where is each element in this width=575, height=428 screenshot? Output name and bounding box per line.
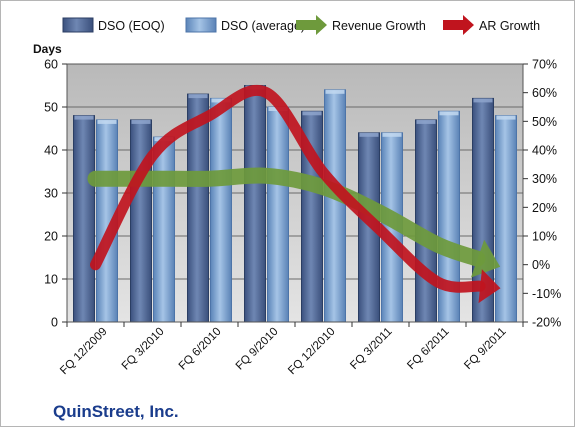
bar-dso-average-top (382, 132, 402, 137)
bar-dso-eoq-top (473, 98, 493, 103)
x-tick-label: FQ 12/2010 (286, 326, 337, 377)
legend-arrow-revenue-growth (296, 15, 327, 35)
ar-growth-arrowhead (478, 269, 501, 304)
bar-dso-eoq-top (302, 111, 322, 116)
legend-arrow-ar-growth (443, 15, 474, 35)
x-tick-label: FQ 3/2011 (348, 326, 394, 372)
y2-tick-label: 10% (532, 230, 557, 244)
y2-tick-label: 50% (532, 115, 557, 129)
y-tick-label: 50 (44, 101, 58, 115)
revenue-growth-line (87, 167, 486, 267)
y2-tick-label: 0% (532, 258, 550, 272)
bar-dso-eoq (244, 85, 266, 323)
x-axis: FQ 12/2009 FQ 3/2010 FQ 6/2010 FQ 9/2010 FQ … (58, 322, 524, 377)
bar-dso-average-top (325, 89, 345, 94)
company-name: QuinStreet, Inc. (53, 402, 179, 421)
bar-dso-eoq-top (131, 119, 151, 124)
ar-growth-line (90, 85, 486, 293)
bar-dso-average (267, 106, 289, 323)
y-tick-label: 30 (44, 187, 58, 201)
y2-tick-label: 60% (532, 86, 557, 100)
y-axis-title: Days (33, 42, 62, 56)
y-tick-label: 0 (51, 316, 58, 330)
bar-dso-average (495, 115, 517, 323)
revenue-growth-arrowhead (470, 239, 501, 278)
legend-label-dso-eoq: DSO (EOQ) (98, 19, 165, 33)
bar-dso-eoq (415, 119, 437, 323)
legend-swatch-dso-average (185, 17, 217, 33)
bar-dso-average-top (97, 119, 117, 124)
x-tick-label: FQ 9/2010 (234, 326, 281, 373)
y2-tick-label: -20% (532, 316, 561, 330)
y2-tick-label: 20% (532, 201, 557, 215)
y-tick-label: 10 (44, 273, 58, 287)
bar-dso-average (153, 136, 175, 323)
legend: DSO (EOQ) DSO (average) Revenue Growth A… (62, 15, 540, 35)
x-tick-label: FQ 9/2011 (462, 326, 508, 372)
bar-dso-average (324, 89, 346, 323)
y2-tick-label: 70% (532, 58, 557, 72)
bar-dso-eoq (73, 115, 95, 323)
bar-dso-average-top (211, 98, 231, 103)
bar-dso-eoq-top (416, 119, 436, 124)
x-tick-label: FQ 6/2011 (405, 326, 451, 372)
bar-dso-average (210, 97, 232, 323)
bar-dso-eoq-top (359, 132, 379, 137)
bar-dso-eoq-top (74, 115, 94, 120)
y-tick-label: 40 (44, 144, 58, 158)
legend-label-dso-average: DSO (average) (221, 19, 305, 33)
bar-dso-eoq-top (188, 94, 208, 99)
y-tick-label: 60 (44, 58, 58, 72)
y-axis-left: 0 10 20 30 40 50 60 (44, 58, 67, 330)
legend-swatch-dso-eoq (62, 17, 94, 33)
y2-tick-label: 40% (532, 144, 557, 158)
growth-arrows (87, 85, 501, 304)
x-tick-label: FQ 3/2010 (120, 326, 167, 373)
y-axis-right: -20% -10% 0% 10% 20% 30% 40% 50% 60% 70% (523, 58, 561, 330)
x-tick-label: FQ 12/2009 (58, 326, 109, 377)
bar-dso-average-top (496, 115, 516, 120)
x-tick-label: FQ 6/2010 (177, 326, 224, 373)
y-tick-label: 20 (44, 230, 58, 244)
legend-label-ar-growth: AR Growth (479, 19, 540, 33)
y2-tick-label: 30% (532, 172, 557, 186)
y2-tick-label: -10% (532, 287, 561, 301)
bar-dso-eoq (130, 119, 152, 323)
bar-dso-average-top (439, 111, 459, 116)
legend-label-revenue-growth: Revenue Growth (332, 19, 426, 33)
